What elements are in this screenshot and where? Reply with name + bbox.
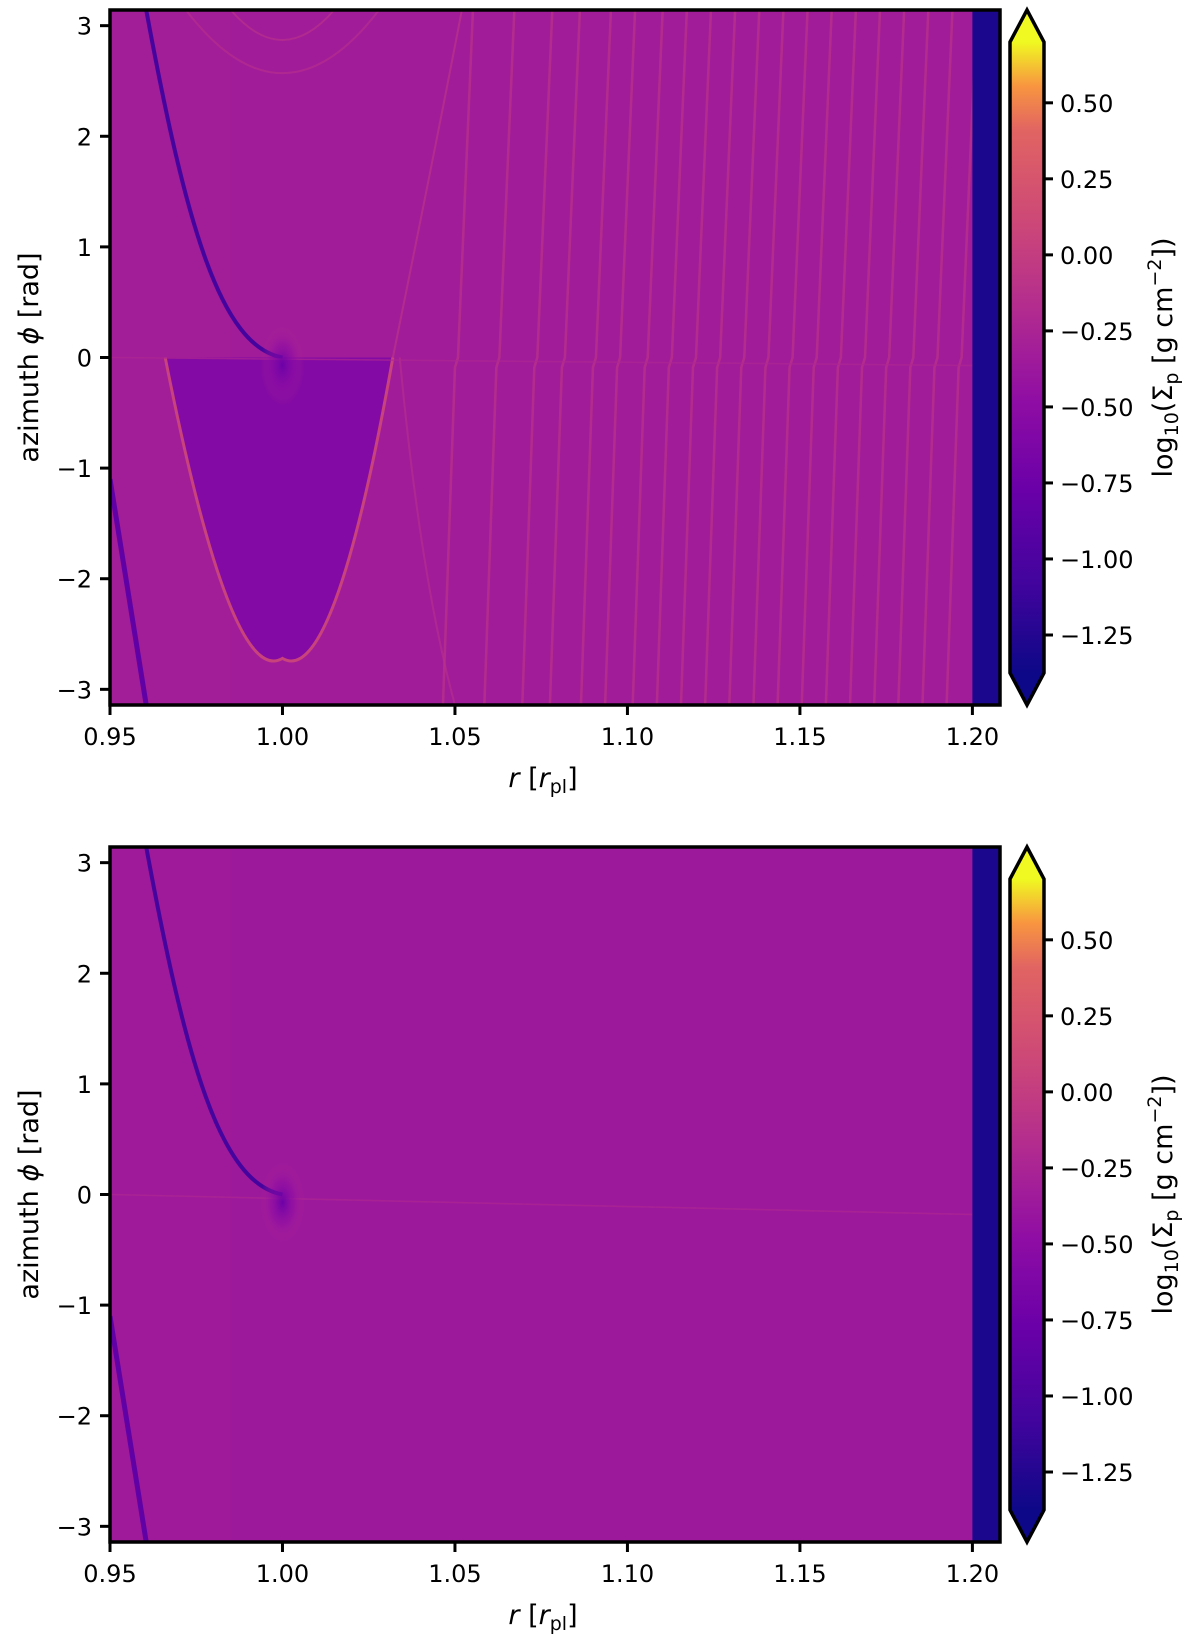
colorbar-tick-label-7: −1.00 [1060,546,1134,574]
x-tick-label-4: 1.10 [601,723,654,751]
planet-depression [260,325,305,406]
horseshoe-ring-top-inner [229,10,335,41]
colorbar-tick-label-8: −1.25 [1060,1459,1134,1487]
colorbar-tick-label-2: 0.25 [1060,1003,1113,1031]
depleted-region [972,847,1000,1542]
colorbar-tick-label-2: 0.25 [1060,166,1113,194]
y-tick-label-5: −1 [57,455,92,483]
x-tick-label-5: 1.15 [773,1560,826,1588]
depleted-region [972,10,1000,705]
x-axis-label: r [rpl] [508,1600,577,1635]
colorbar-tick-label-3: 0.00 [1060,1079,1113,1107]
colorbar-tick-label-4: −0.25 [1060,1155,1134,1183]
colorbar-tick-label-6: −0.75 [1060,1307,1134,1335]
colorbar-extend-min [1010,673,1044,705]
outer-wake-top [391,10,463,358]
outer-ring-15 [824,10,858,705]
colorbar: 0.50 0.25 0.00 −0.25 −0.50 −0.75 −1.00 −1.25 log… [1008,6,1183,709]
y-tick-label-7: −3 [57,676,92,704]
planet-azimuth-line [110,356,973,367]
y-tick-label-7: −3 [57,1513,92,1541]
planet-depression [260,1162,305,1243]
colorbar-tick-label-8: −1.25 [1060,622,1134,650]
y-tick-label-2: 2 [77,960,92,988]
outer-ring-4 [548,10,582,705]
spiral-arm [144,10,283,360]
y-tick-label-3: 1 [77,1071,92,1099]
outer-ring-20 [945,10,978,705]
chart-panel-2: 0.95 1.00 1.05 1.10 1.15 1.20 3 2 1 0 −1 −2 −3 r [rpl… [14,843,1183,1635]
colorbar-tick-label-3: 0.00 [1060,242,1113,270]
planet-azimuth-line [110,1193,973,1216]
colorbar-gradient [1010,879,1044,1510]
x-tick-label-6: 1.20 [946,1560,999,1588]
x-tick-label-4: 1.10 [601,1560,654,1588]
outer-ring-14 [800,10,833,705]
y-tick-label-4: 0 [77,1182,92,1210]
outer-ring-18 [897,10,930,705]
y-tick-label-6: −2 [57,566,92,594]
colorbar-tick-label-5: −0.50 [1060,1231,1134,1259]
horseshoe-ring-top [185,10,380,74]
spiral-arm-lower [110,478,149,705]
y-tick-label-3: 1 [77,234,92,262]
colorbar-label: log10(Σp [g cm−2]) [1144,237,1183,477]
outer-ring-11 [728,10,761,705]
y-tick-label-5: −1 [57,1292,92,1320]
spiral-arm [144,847,283,1197]
colorbar-tick-label-7: −1.00 [1060,1383,1134,1411]
y-axis-label: azimuth ϕ [rad] [14,252,45,462]
x-tick-label-3: 1.05 [428,1560,481,1588]
outer-ring-17 [872,10,906,705]
y-axis-label: azimuth ϕ [rad] [14,1089,45,1299]
colorbar-extend-min [1010,1510,1044,1542]
outer-ring-2 [483,10,516,705]
x-axis-label: r [rpl] [508,763,577,798]
x-tick-label-3: 1.05 [428,723,481,751]
x-tick-label-6: 1.20 [946,723,999,751]
horseshoe-interior [165,357,393,662]
colorbar-extend-max [1010,10,1044,42]
colorbar-tick-label-1: 0.50 [1060,90,1113,118]
heatmap-field [110,10,1000,705]
colorbar-tick-label-5: −0.50 [1060,394,1134,422]
outer-ring-13 [776,10,809,705]
outer-ring-12 [752,10,785,705]
chart-panel-1: 0.95 1.00 1.05 1.10 1.15 1.20 3 2 1 0 −1 −2 −3 r [rpl… [14,6,1183,798]
outer-ring-3 [521,10,554,705]
colorbar-extend-max [1010,847,1044,879]
spiral-arm-lower [110,1315,149,1542]
colorbar-outline [1008,6,1046,709]
outer-ring-1 [441,10,475,705]
x-tick-label-1: 0.95 [83,723,136,751]
x-tick-label-2: 1.00 [256,1560,309,1588]
colorbar-tick-label-1: 0.50 [1060,927,1113,955]
heatmap-field [110,847,1000,1542]
y-tick-label-4: 0 [77,345,92,373]
x-tick-label-5: 1.15 [773,723,826,751]
y-tick-label-1: 3 [77,13,92,41]
outer-ring-19 [921,10,954,705]
colorbar-outline [1008,843,1046,1546]
colorbar-tick-label-6: −0.75 [1060,470,1134,498]
outer-ring-16 [848,10,882,705]
x-tick-label-2: 1.00 [256,723,309,751]
y-tick-label-1: 3 [77,850,92,878]
heatmap-background [110,847,1000,1542]
colorbar-tick-label-4: −0.25 [1060,318,1134,346]
colorbar: 0.50 0.25 0.00 −0.25 −0.50 −0.75 −1.00 −1.25 log… [1008,843,1183,1546]
horseshoe-ring [163,357,395,663]
colorbar-gradient [1010,42,1044,673]
y-tick-label-2: 2 [77,123,92,151]
colorbar-label: log10(Σp [g cm−2]) [1144,1074,1183,1314]
y-tick-label-6: −2 [57,1403,92,1431]
outer-wake-bottom [398,357,456,705]
x-tick-label-1: 0.95 [83,1560,136,1588]
